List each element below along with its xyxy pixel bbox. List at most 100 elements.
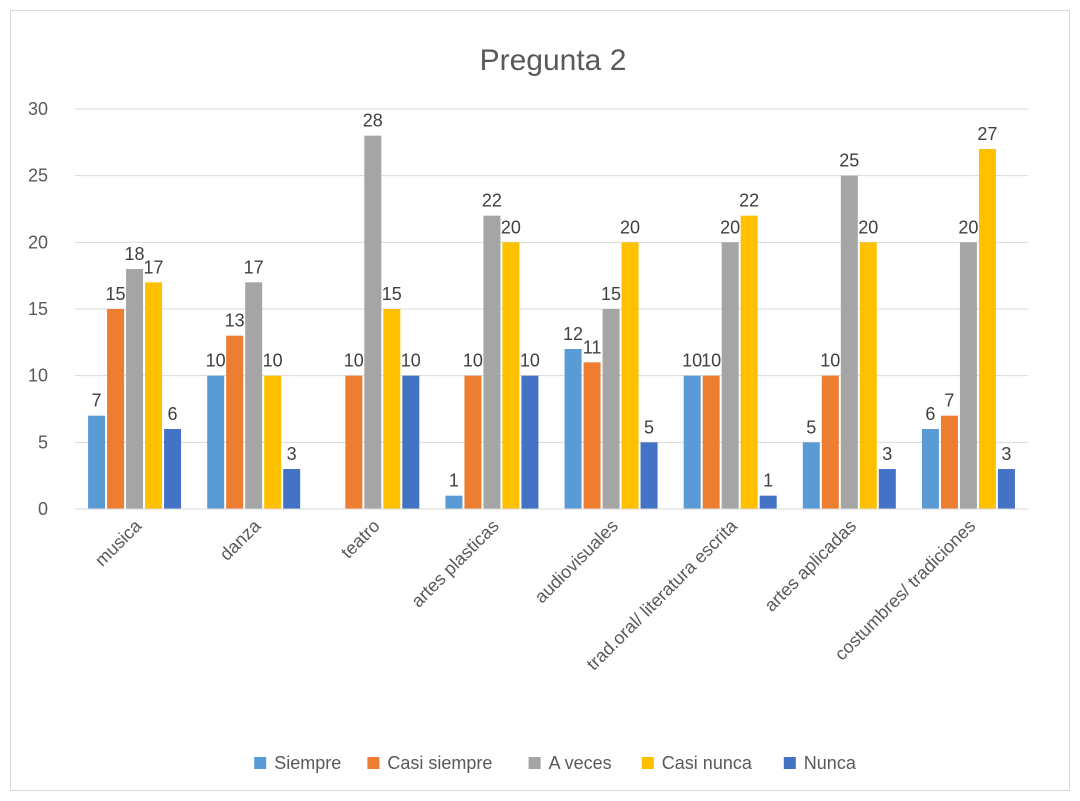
bar-3-2 [383,309,401,509]
x-tick-label: artes aplicadas [760,516,860,616]
bar-4-3 [521,375,539,509]
x-axis: musica danza teatro artes plasticas audiovis… [75,508,1028,674]
y-tick-label: 15 [28,299,48,319]
bar-3-4 [621,242,639,510]
data-label-1-5: 10 [701,351,721,371]
bar-0-7 [921,429,939,509]
y-tick-label: 5 [38,432,48,452]
data-label-3-3: 20 [501,217,521,237]
bar-4-5 [759,495,777,509]
data-label-1-7: 7 [944,391,954,411]
legend-swatch [528,757,541,769]
data-label-4-6: 3 [882,444,892,464]
legend-swatch [367,757,380,769]
data-label-4-0: 6 [168,404,178,424]
bar-4-1 [283,469,301,509]
bar-1-5 [702,375,720,509]
x-tick-label: costumbres/ tradiciones [831,516,980,665]
data-label-1-0: 15 [106,284,126,304]
legend: Siempre Casi siempre A veces Casi nunca Nunc… [254,753,857,773]
chart-frame [10,10,1070,791]
bar-2-3 [483,215,501,509]
bar-1-0 [107,309,125,509]
data-label-4-4: 5 [644,417,654,437]
bar-4-6 [878,469,896,509]
y-tick-label: 25 [28,166,48,186]
bar-3-7 [978,149,996,509]
data-label-1-2: 10 [344,351,364,371]
bar-1-1 [226,335,244,509]
data-label-1-3: 10 [463,351,483,371]
data-label-1-6: 10 [820,351,840,371]
legend-label: Casi siempre [387,753,492,773]
data-label-4-2: 10 [401,351,421,371]
data-label-4-1: 3 [287,444,297,464]
bar-2-2 [364,135,382,509]
y-axis: 0 5 10 15 20 25 30 [28,99,48,519]
bar-3-1 [264,375,282,509]
bar-4-2 [402,375,420,509]
data-label-2-7: 20 [958,217,978,237]
data-label-0-5: 10 [682,351,702,371]
legend-label: A veces [549,753,612,773]
bar-2-4 [602,309,620,509]
bar-4-0 [164,429,182,509]
bar-4-4 [640,442,658,509]
data-label-0-6: 5 [806,417,816,437]
bar-2-6 [840,175,858,509]
x-tick-label: teatro [337,516,384,563]
data-label-3-0: 17 [144,257,164,277]
bar-3-5 [740,215,758,509]
data-label-2-0: 18 [125,244,145,264]
y-tick-label: 10 [28,366,48,386]
data-label-4-5: 1 [763,471,773,491]
data-label-2-2: 28 [363,111,383,131]
legend-label: Nunca [804,753,857,773]
legend-swatch [254,757,267,769]
data-label-2-6: 25 [839,151,859,171]
bars [88,135,1015,510]
legend-item: Casi nunca [641,753,753,773]
bar-1-2 [345,375,363,509]
legend-label: Siempre [274,753,341,773]
bar-3-3 [502,242,520,510]
legend-label: Casi nunca [662,753,753,773]
data-label-1-4: 11 [583,337,602,357]
bar-0-4 [564,349,582,509]
data-label-0-3: 1 [449,471,459,491]
data-label-3-7: 27 [977,124,997,144]
bar-3-6 [859,242,877,510]
data-label-2-5: 20 [720,217,740,237]
data-label-0-7: 6 [925,404,935,424]
y-tick-label: 0 [38,499,48,519]
bar-2-0 [126,269,144,509]
bar-2-1 [245,282,263,509]
legend-item: Nunca [783,753,857,773]
y-tick-label: 30 [28,99,48,119]
chart-title: Pregunta 2 [480,44,627,77]
data-label-2-4: 15 [601,284,621,304]
x-tick-label: danza [216,515,266,565]
x-tick-label: audiovisuales [531,516,622,607]
bar-0-3 [445,495,463,509]
legend-item: A veces [528,753,612,773]
data-label-3-5: 22 [739,191,759,211]
data-label-0-1: 10 [206,351,226,371]
data-label-0-0: 7 [92,391,102,411]
bar-0-5 [683,375,701,509]
bar-0-1 [207,375,225,509]
bar-4-7 [997,469,1015,509]
bar-0-0 [88,415,106,509]
legend-item: Casi siempre [367,753,492,773]
bar-2-5 [721,242,739,510]
legend-swatch [641,757,654,769]
data-label-2-1: 17 [244,257,264,277]
data-label-0-4: 12 [563,324,583,344]
bar-2-7 [959,242,977,510]
data-label-1-1: 13 [225,311,245,331]
bar-0-6 [802,442,820,509]
bar-1-6 [821,375,839,509]
data-label-3-1: 10 [263,351,283,371]
